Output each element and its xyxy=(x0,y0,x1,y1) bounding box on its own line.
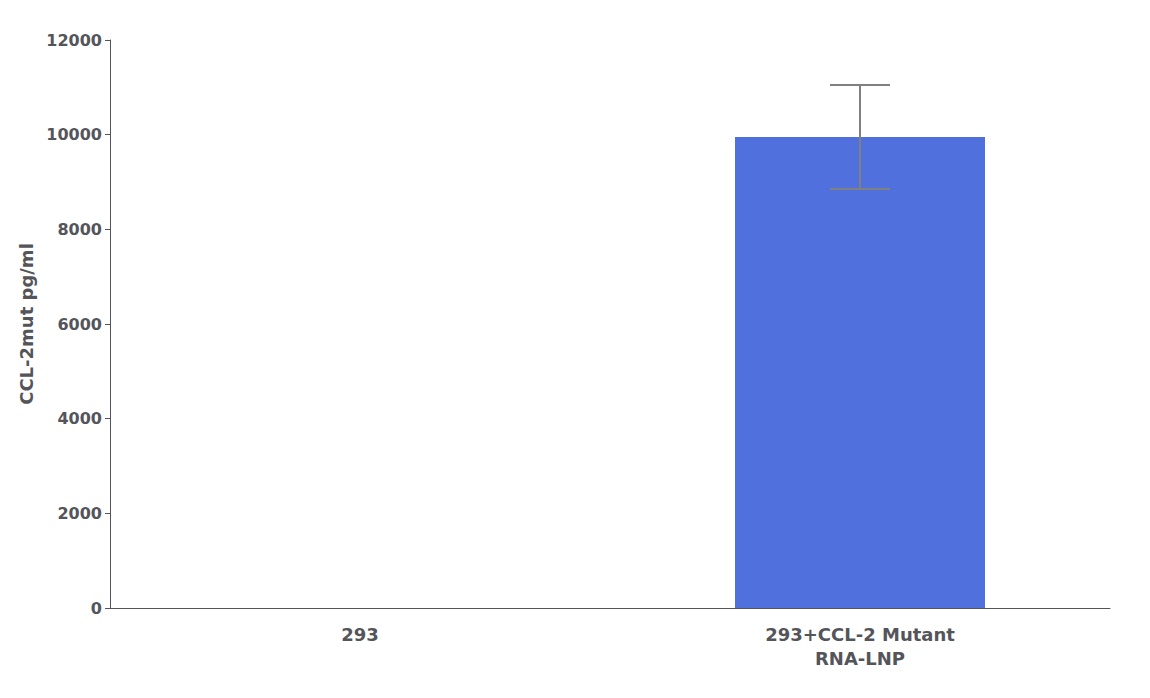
svg-text:RNA-LNP: RNA-LNP xyxy=(815,648,905,669)
svg-text:6000: 6000 xyxy=(57,315,102,334)
svg-text:2000: 2000 xyxy=(57,504,102,523)
svg-text:293: 293 xyxy=(341,624,379,645)
svg-text:293+CCL-2 Mutant: 293+CCL-2 Mutant xyxy=(765,624,955,645)
svg-text:4000: 4000 xyxy=(57,409,102,428)
svg-text:12000: 12000 xyxy=(46,31,102,50)
svg-text:8000: 8000 xyxy=(57,220,102,239)
svg-text:CCL-2mut pg/ml: CCL-2mut pg/ml xyxy=(16,243,37,405)
svg-text:10000: 10000 xyxy=(46,125,102,144)
svg-text:0: 0 xyxy=(91,599,102,618)
